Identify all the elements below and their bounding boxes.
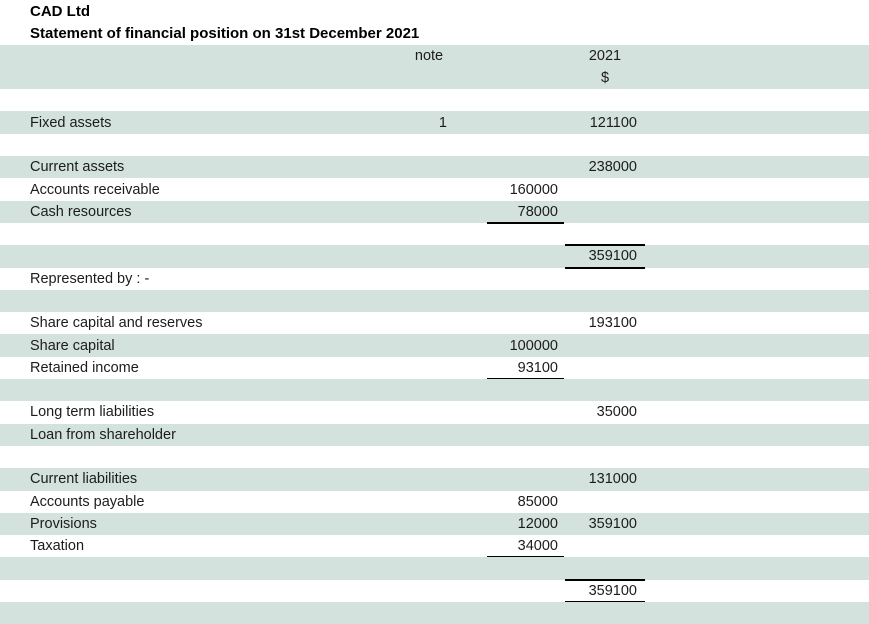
- middle-column-value: 85000: [517, 493, 558, 510]
- year-column-value: 359100: [588, 582, 637, 599]
- title-row: CAD Ltd: [0, 0, 869, 22]
- total-rule-bottom: [565, 266, 645, 269]
- total-rule-top: [565, 578, 645, 581]
- table-row: Retained income 93100: [0, 357, 869, 381]
- table-row: [0, 446, 869, 468]
- table-row: Long term liabilities 35000: [0, 401, 869, 423]
- subtotal-rule: [487, 221, 564, 224]
- table-row: Fixed assets 1 121100: [0, 111, 869, 134]
- row-label: Share capital and reserves: [30, 315, 203, 332]
- row-label: Taxation: [30, 538, 85, 555]
- table-row: [0, 289, 869, 313]
- note-value: 1: [438, 114, 447, 131]
- table-row: [0, 134, 869, 156]
- table-row: [0, 223, 869, 245]
- year-column-value: 131000: [588, 471, 637, 488]
- table-row: 359100: [0, 244, 869, 269]
- row-label: Retained income: [30, 359, 139, 376]
- table-row: Loan from shareholder: [0, 423, 869, 446]
- total-rule-top: [565, 244, 645, 247]
- year-column-value: 35000: [596, 404, 637, 421]
- table-row: Taxation 34000: [0, 535, 869, 559]
- table-row: [0, 89, 869, 111]
- table-row: [0, 557, 869, 580]
- statement-title-row: Statement of financial position on 31st …: [0, 22, 869, 44]
- table-row: 359100: [0, 578, 869, 604]
- row-label: Current assets: [30, 159, 125, 176]
- year-column-header: 2021: [588, 47, 622, 64]
- table-row: Accounts payable 85000: [0, 491, 869, 513]
- row-label: Accounts receivable: [30, 181, 160, 198]
- year-column-value: 193100: [588, 315, 637, 332]
- table-row: Current assets 238000: [0, 156, 869, 179]
- row-label: Loan from shareholder: [30, 426, 176, 443]
- table-row: Share capital 100000: [0, 334, 869, 357]
- middle-column-value: 93100: [517, 359, 558, 376]
- table-row: Current liabilities 131000: [0, 468, 869, 491]
- middle-column-value: 100000: [509, 337, 558, 354]
- middle-column-value: 34000: [517, 538, 558, 555]
- row-label: Current liabilities: [30, 471, 138, 488]
- row-label: Share capital: [30, 337, 115, 354]
- statement-title: Statement of financial position on 31st …: [30, 24, 420, 42]
- table-row: Provisions 12000 359100: [0, 512, 869, 536]
- row-label: Provisions: [30, 515, 97, 532]
- year-column-value: 238000: [588, 159, 637, 176]
- table-row: Cash resources 78000: [0, 200, 869, 224]
- currency-symbol: $: [600, 70, 610, 87]
- table-row: [0, 602, 869, 624]
- year-column-value: 359100: [588, 248, 637, 265]
- statement-body: Fixed assets 1 121100 Current assets 238000 A…: [0, 89, 869, 624]
- row-label: Fixed assets: [30, 114, 112, 131]
- row-label: Long term liabilities: [30, 404, 155, 421]
- year-column-value: 121100: [589, 114, 637, 131]
- year-column-value: 359100: [588, 515, 637, 532]
- row-label: Cash resources: [30, 203, 132, 220]
- table-row: Represented by : -: [0, 268, 869, 290]
- company-name: CAD Ltd: [30, 2, 90, 20]
- middle-column-value: 160000: [509, 181, 558, 198]
- column-header-row: note 2021: [0, 44, 869, 67]
- note-column-header: note: [414, 47, 444, 64]
- table-row: [0, 379, 869, 402]
- row-label: Accounts payable: [30, 493, 145, 510]
- currency-header-row: $: [0, 66, 869, 90]
- table-row: Share capital and reserves 193100: [0, 312, 869, 334]
- row-label: Represented by : -: [30, 270, 150, 287]
- middle-column-value: 78000: [517, 203, 558, 220]
- table-row: Accounts receivable 160000: [0, 178, 869, 200]
- middle-column-value: 12000: [517, 515, 558, 532]
